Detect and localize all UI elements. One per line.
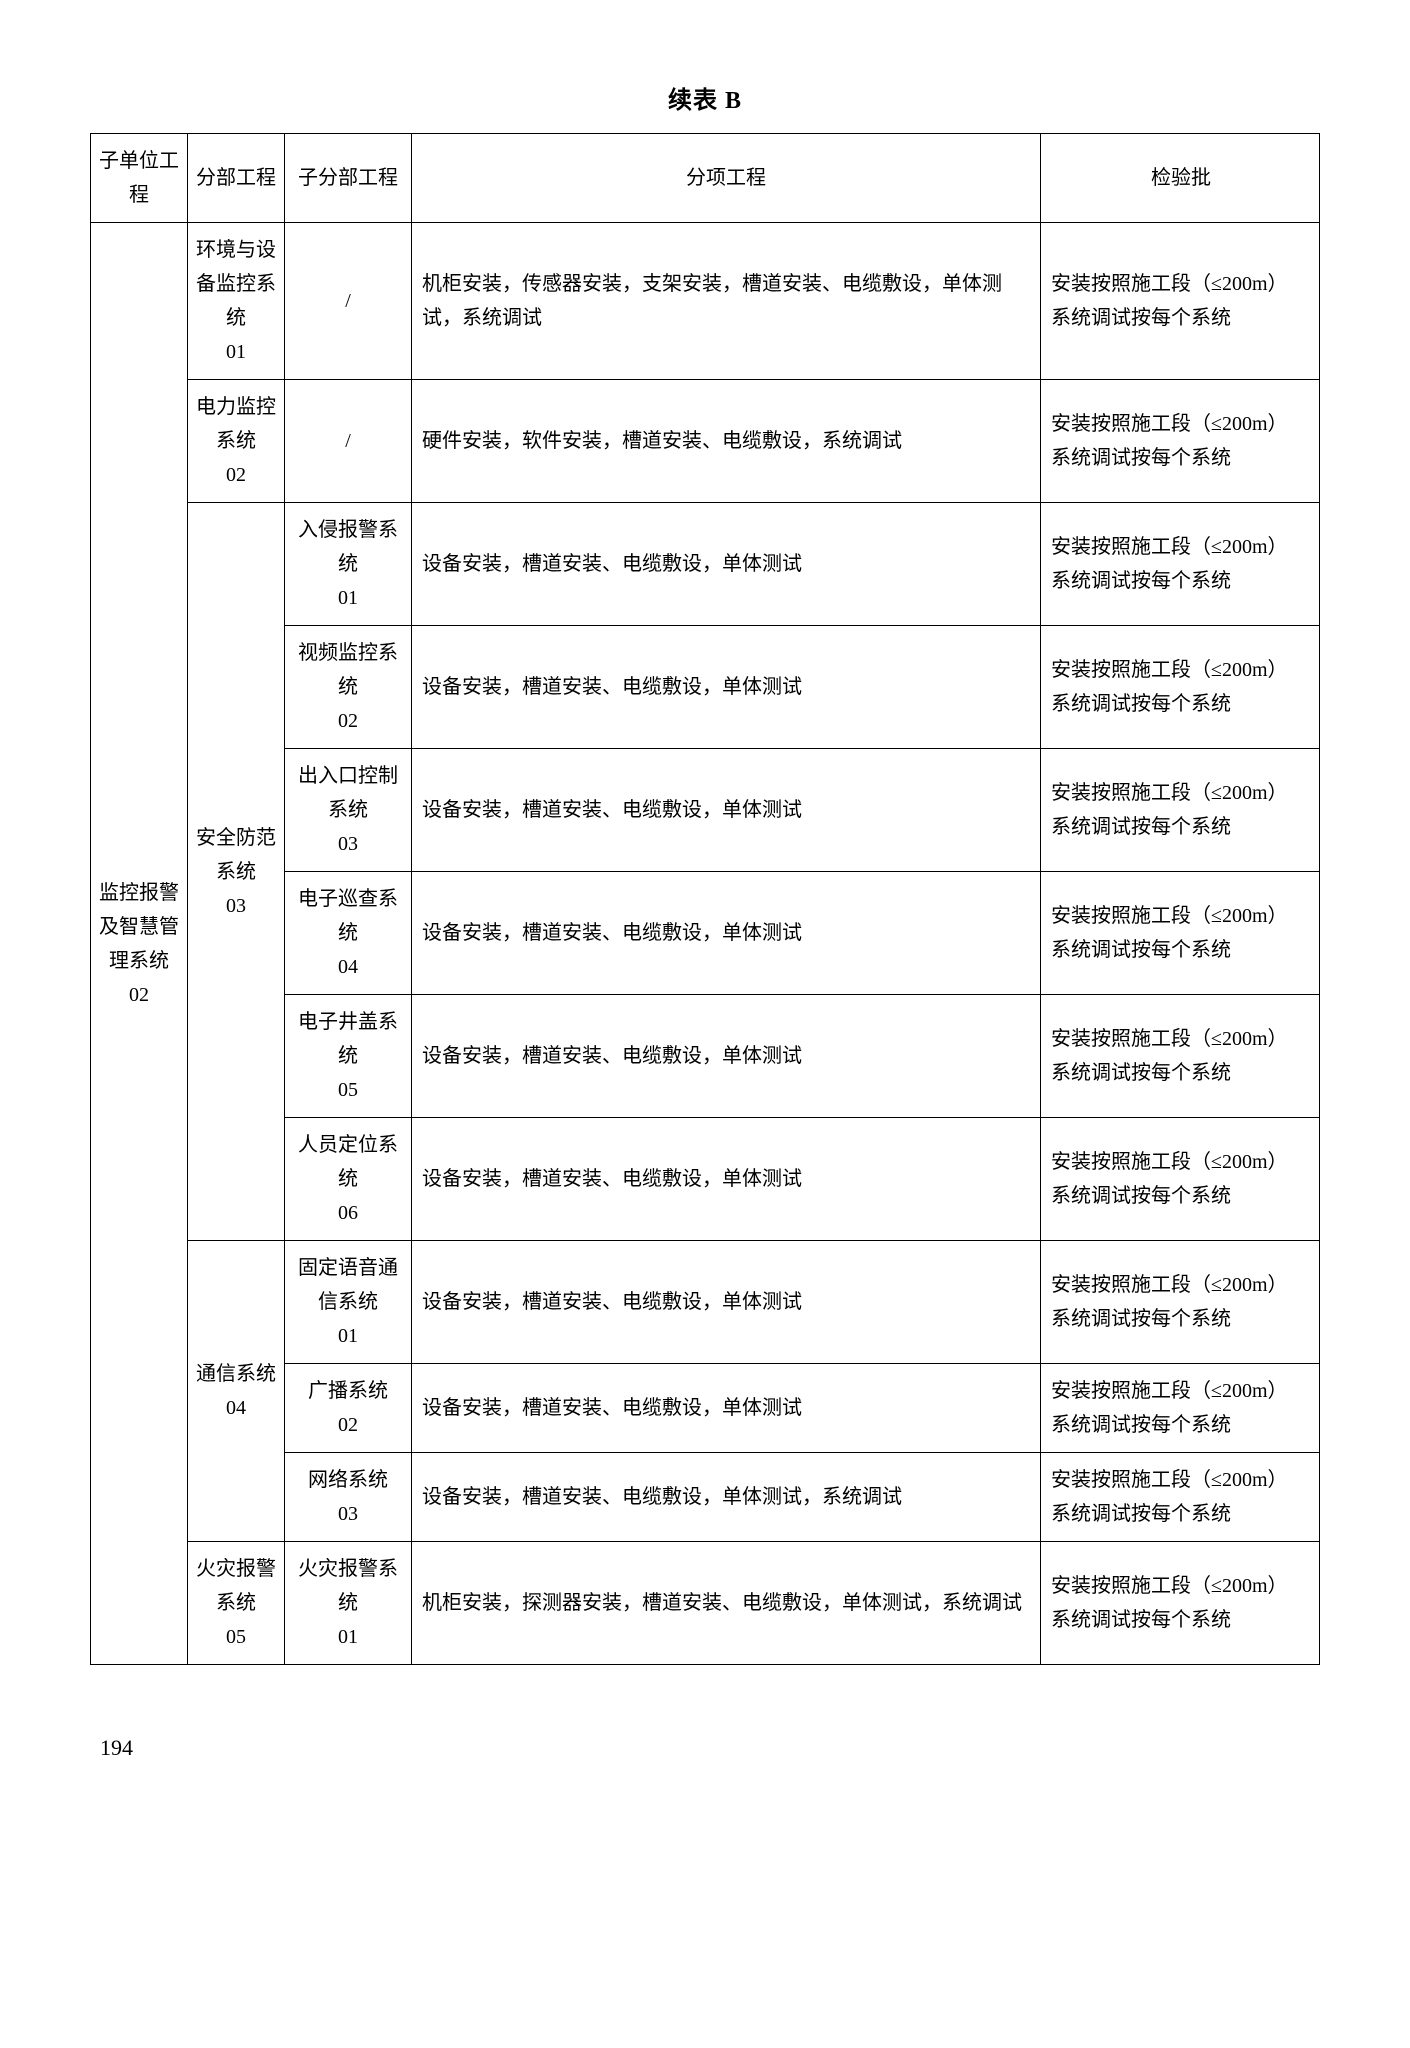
table-row: 通信系统04固定语音通信系统01设备安装，槽道安装、电缆敷设，单体测试安装按照施… — [91, 1241, 1320, 1364]
subsection-cell: 入侵报警系统01 — [285, 503, 412, 626]
item-cell: 设备安装，槽道安装、电缆敷设，单体测试 — [412, 995, 1041, 1118]
table-row: 电力监控系统02/硬件安装，软件安装，槽道安装、电缆敷设，系统调试安装按照施工段… — [91, 380, 1320, 503]
batch-cell: 安装按照施工段（≤200m）系统调试按每个系统 — [1041, 995, 1320, 1118]
subsection-cell: 出入口控制系统03 — [285, 749, 412, 872]
batch-cell: 安装按照施工段（≤200m）系统调试按每个系统 — [1041, 749, 1320, 872]
batch-cell: 安装按照施工段（≤200m）系统调试按每个系统 — [1041, 223, 1320, 380]
item-cell: 设备安装，槽道安装、电缆敷设，单体测试 — [412, 1241, 1041, 1364]
section-cell: 环境与设备监控系统01 — [188, 223, 285, 380]
batch-cell: 安装按照施工段（≤200m）系统调试按每个系统 — [1041, 1241, 1320, 1364]
table-row: 安全防范系统03入侵报警系统01设备安装，槽道安装、电缆敷设，单体测试安装按照施… — [91, 503, 1320, 626]
item-cell: 设备安装，槽道安装、电缆敷设，单体测试 — [412, 626, 1041, 749]
subsection-cell: 电子巡查系统04 — [285, 872, 412, 995]
item-cell: 设备安装，槽道安装、电缆敷设，单体测试 — [412, 872, 1041, 995]
item-cell: 设备安装，槽道安装、电缆敷设，单体测试 — [412, 749, 1041, 872]
subsection-cell: 广播系统02 — [285, 1364, 412, 1453]
page-number: 194 — [90, 1735, 1320, 1761]
subsection-cell: 人员定位系统06 — [285, 1118, 412, 1241]
subsection-cell: 固定语音通信系统01 — [285, 1241, 412, 1364]
table-row: 火灾报警系统05火灾报警系统01机柜安装，探测器安装，槽道安装、电缆敷设，单体测… — [91, 1542, 1320, 1665]
batch-cell: 安装按照施工段（≤200m）系统调试按每个系统 — [1041, 872, 1320, 995]
section-cell: 火灾报警系统05 — [188, 1542, 285, 1665]
item-cell: 机柜安装，传感器安装，支架安装，槽道安装、电缆敷设，单体测试，系统调试 — [412, 223, 1041, 380]
subsection-cell: 视频监控系统02 — [285, 626, 412, 749]
subsection-cell: / — [285, 223, 412, 380]
spec-table: 子单位工程 分部工程 子分部工程 分项工程 检验批 监控报警及智慧管理系统02环… — [90, 133, 1320, 1665]
item-cell: 设备安装，槽道安装、电缆敷设，单体测试 — [412, 1118, 1041, 1241]
batch-cell: 安装按照施工段（≤200m）系统调试按每个系统 — [1041, 626, 1320, 749]
col-header-1: 分部工程 — [188, 134, 285, 223]
batch-cell: 安装按照施工段（≤200m）系统调试按每个系统 — [1041, 503, 1320, 626]
subsection-cell: 电子井盖系统05 — [285, 995, 412, 1118]
subsection-cell: 火灾报警系统01 — [285, 1542, 412, 1665]
item-cell: 机柜安装，探测器安装，槽道安装、电缆敷设，单体测试，系统调试 — [412, 1542, 1041, 1665]
subsection-cell: 网络系统03 — [285, 1453, 412, 1542]
batch-cell: 安装按照施工段（≤200m）系统调试按每个系统 — [1041, 1542, 1320, 1665]
batch-cell: 安装按照施工段（≤200m）系统调试按每个系统 — [1041, 1453, 1320, 1542]
section-cell: 通信系统04 — [188, 1241, 285, 1542]
col-header-4: 检验批 — [1041, 134, 1320, 223]
section-cell: 电力监控系统02 — [188, 380, 285, 503]
batch-cell: 安装按照施工段（≤200m）系统调试按每个系统 — [1041, 1364, 1320, 1453]
item-cell: 硬件安装，软件安装，槽道安装、电缆敷设，系统调试 — [412, 380, 1041, 503]
unit-cell: 监控报警及智慧管理系统02 — [91, 223, 188, 1665]
table-title: 续表 B — [90, 80, 1320, 115]
col-header-0: 子单位工程 — [91, 134, 188, 223]
item-cell: 设备安装，槽道安装、电缆敷设，单体测试 — [412, 1364, 1041, 1453]
item-cell: 设备安装，槽道安装、电缆敷设，单体测试，系统调试 — [412, 1453, 1041, 1542]
header-row: 子单位工程 分部工程 子分部工程 分项工程 检验批 — [91, 134, 1320, 223]
batch-cell: 安装按照施工段（≤200m）系统调试按每个系统 — [1041, 380, 1320, 503]
table-row: 监控报警及智慧管理系统02环境与设备监控系统01/机柜安装，传感器安装，支架安装… — [91, 223, 1320, 380]
subsection-cell: / — [285, 380, 412, 503]
col-header-3: 分项工程 — [412, 134, 1041, 223]
section-cell: 安全防范系统03 — [188, 503, 285, 1241]
item-cell: 设备安装，槽道安装、电缆敷设，单体测试 — [412, 503, 1041, 626]
col-header-2: 子分部工程 — [285, 134, 412, 223]
batch-cell: 安装按照施工段（≤200m）系统调试按每个系统 — [1041, 1118, 1320, 1241]
